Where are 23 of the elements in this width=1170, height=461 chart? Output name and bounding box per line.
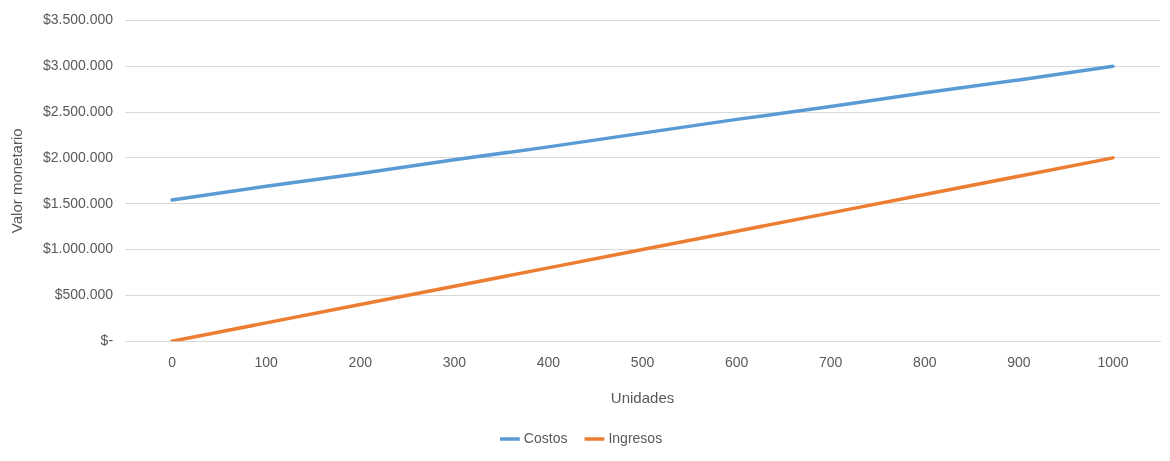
y-tick-label: $3.000.000 (42, 57, 114, 74)
legend-label: Costos (523, 429, 568, 446)
y-tick-label: $2.500.000 (42, 102, 114, 119)
x-tick-label: 300 (442, 354, 467, 371)
x-tick-label: 800 (913, 354, 937, 371)
x-tick-label: 600 (724, 354, 749, 371)
x-axis-title: Unidades (610, 389, 675, 407)
y-tick-label: $3.500.000 (42, 11, 114, 28)
x-tick-label: 700 (819, 354, 843, 371)
y-tick-label: $1.000.000 (42, 240, 114, 257)
x-tick-label: 400 (536, 354, 561, 371)
y-tick-label: $- (100, 332, 114, 349)
x-tick-label: 500 (630, 354, 655, 371)
y-tick-label: $2.000.000 (42, 148, 114, 165)
x-tick-label: 1000 (1097, 354, 1129, 371)
x-tick-label: 100 (254, 354, 279, 371)
x-tick-label: 200 (348, 354, 373, 371)
x-tick-label: 900 (1007, 354, 1031, 371)
y-axis-title: Valor monetario (8, 128, 26, 234)
legend-label: Ingresos (608, 429, 663, 446)
x-tick-label: 0 (168, 354, 177, 371)
y-tick-label: $500.000 (54, 286, 114, 303)
y-tick-label: $1.500.000 (42, 194, 114, 211)
